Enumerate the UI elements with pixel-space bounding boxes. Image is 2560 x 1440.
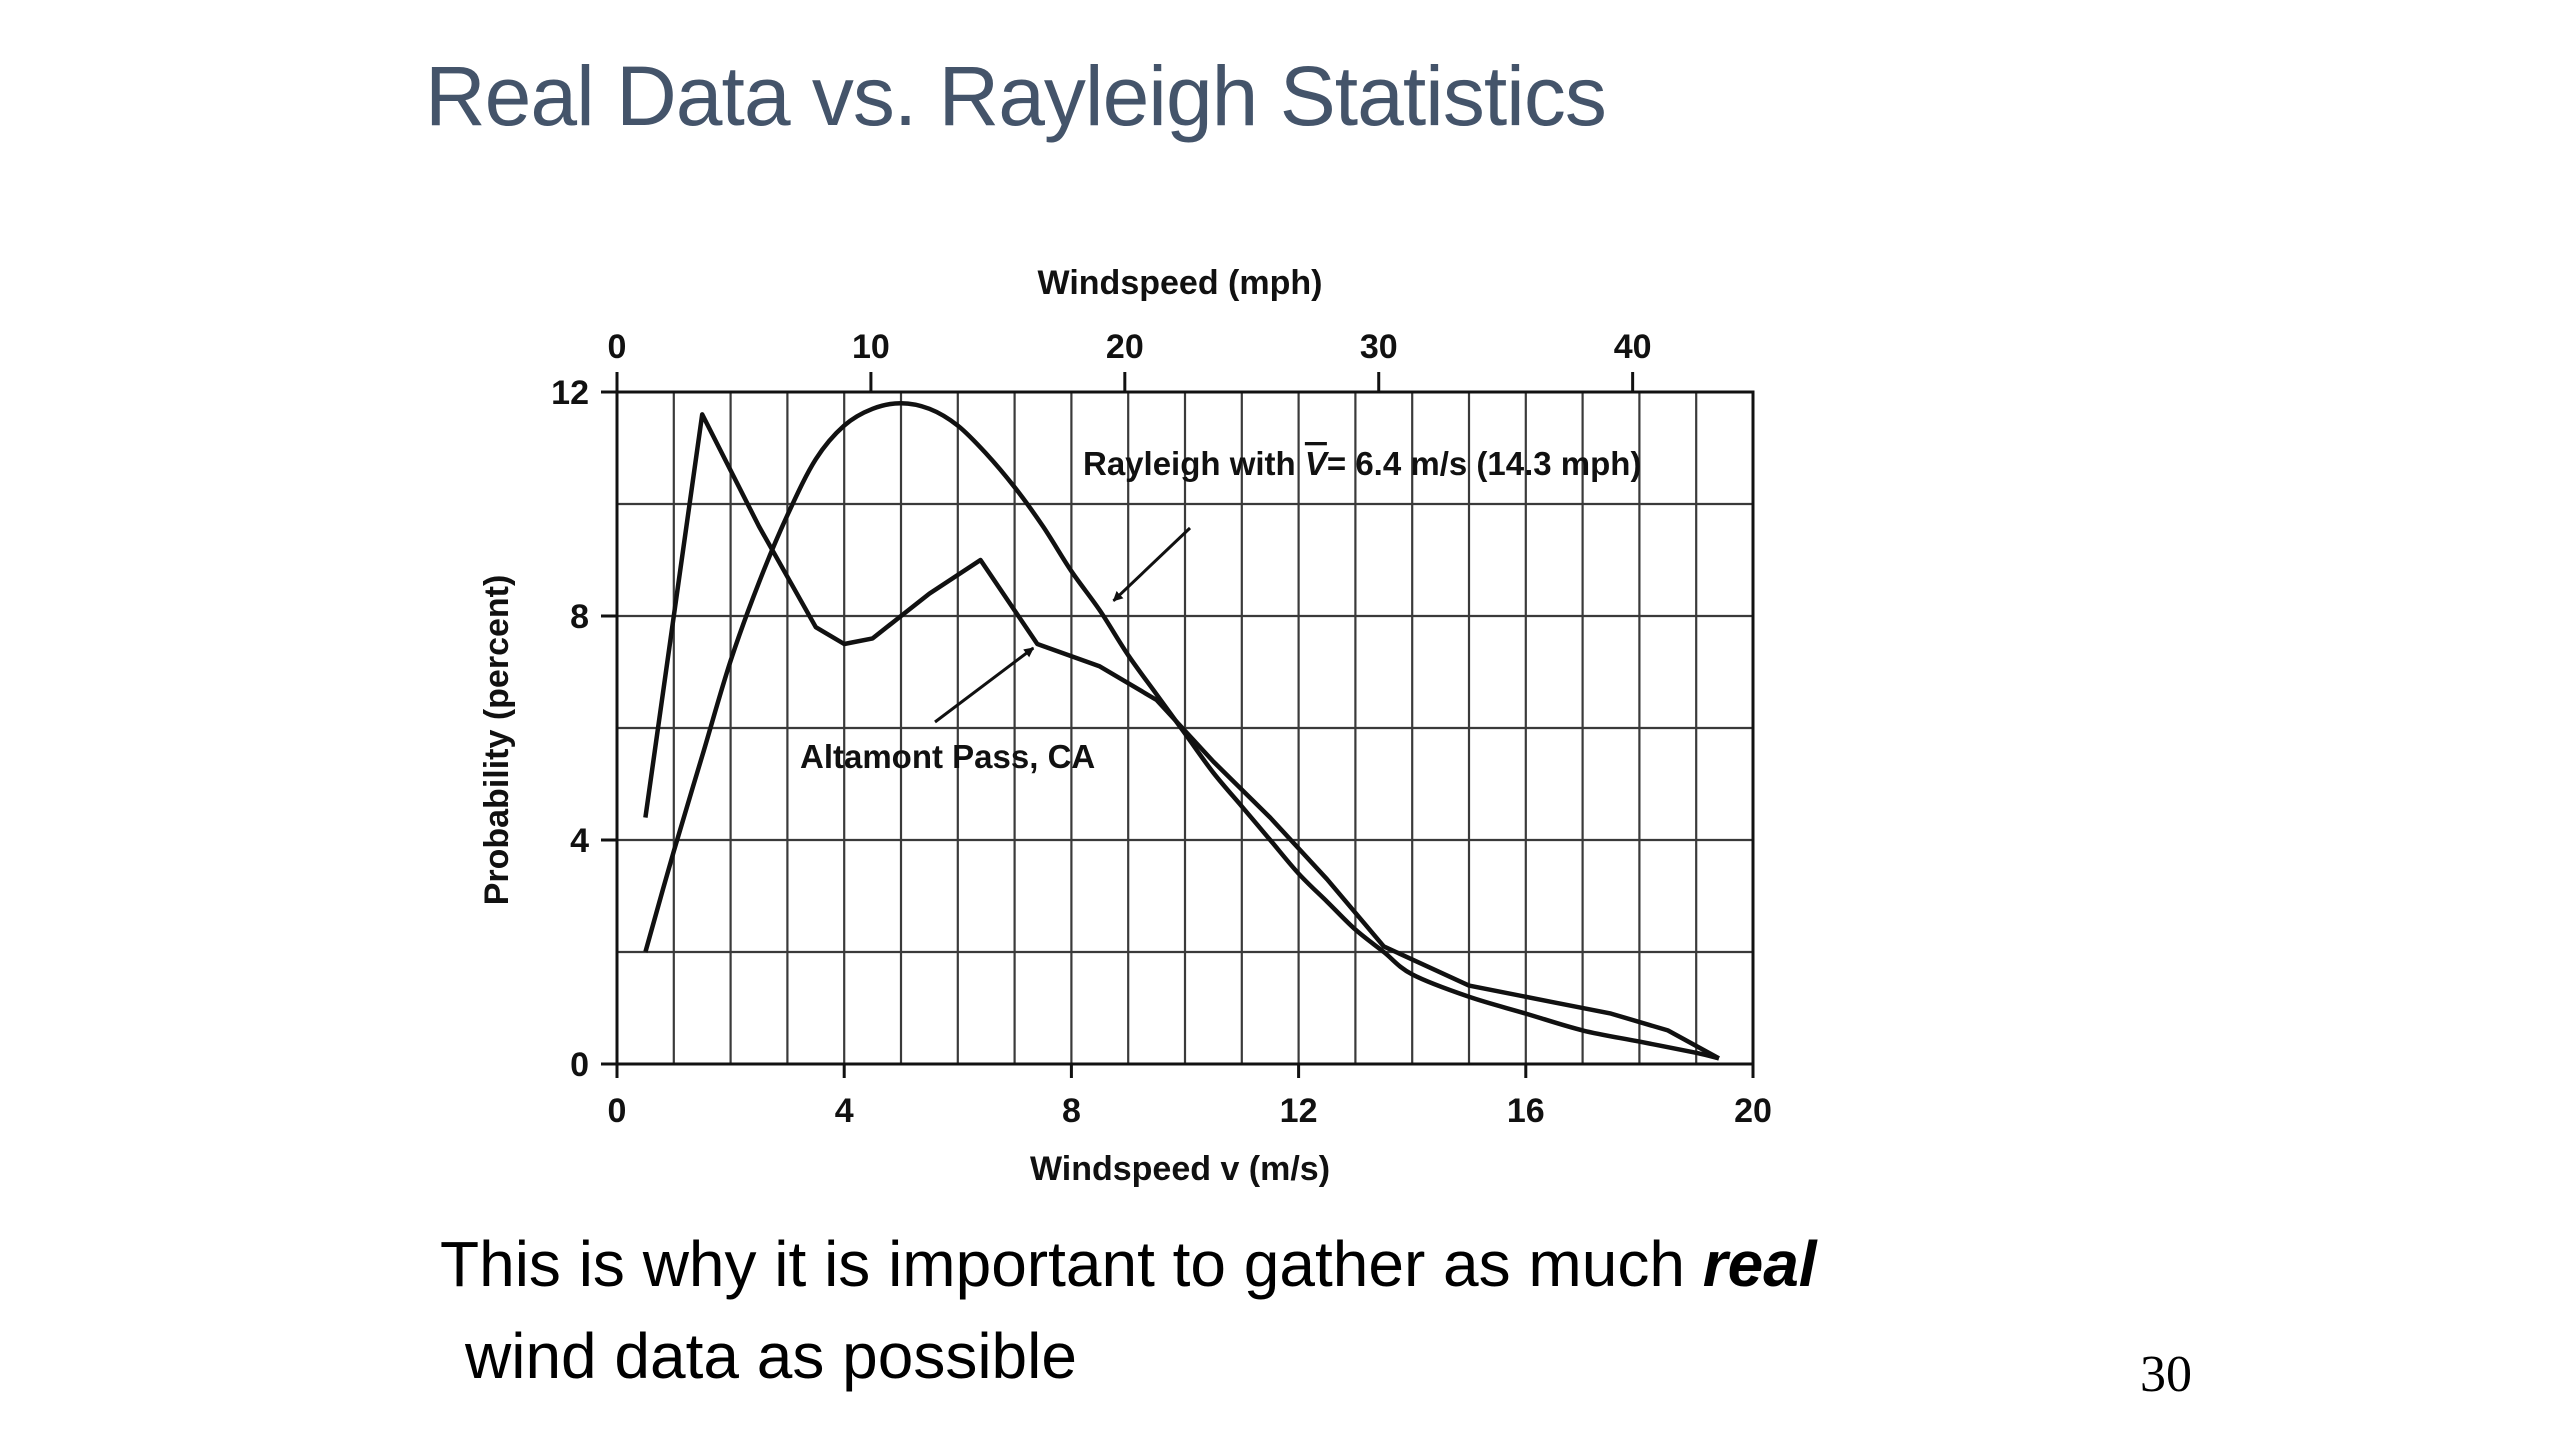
altamont-pass-curve (643, 412, 1720, 1061)
altamont-annotation-arrow (934, 646, 1035, 724)
rayleigh-annotation-label: Rayleigh with V= 6.4 m/s (14.3 mph) (1083, 445, 1641, 482)
caption-emphasis: real (1702, 1228, 1817, 1300)
chart-frame (615, 390, 1755, 1066)
top-tick-label: 30 (1360, 328, 1398, 366)
slide-title: Real Data vs. Rayleigh Statistics (425, 49, 1607, 143)
altamont-annotation-label: Altamont Pass, CA (800, 738, 1095, 775)
x-tick-label: 12 (1280, 1092, 1318, 1130)
x-tick-label: 20 (1734, 1092, 1772, 1130)
rayleigh-annotation-arrow (1112, 526, 1192, 602)
x-tick-label: 4 (835, 1092, 854, 1130)
top-tick-label: 20 (1106, 328, 1144, 366)
y-tick-label: 0 (570, 1046, 589, 1084)
rayleigh-annotation-prefix: Rayleigh with (1083, 445, 1305, 482)
caption-text-2: wind data as possible (465, 1320, 1077, 1392)
top-tick-label: 40 (1614, 328, 1652, 366)
rayleigh-vbar-symbol: V (1305, 445, 1330, 482)
y-tick-label: 12 (551, 374, 589, 412)
y-tick-label: 4 (570, 822, 589, 860)
x-tick-label: 0 (608, 1092, 627, 1130)
slide-number: 30 (2140, 1346, 2192, 1403)
y-axis-label: Probability (percent) (478, 575, 516, 906)
x-tick-label: 8 (1062, 1092, 1081, 1130)
top-tick-label: 0 (608, 328, 627, 366)
chart-ticks: 0 4 8 12 16 20 0 4 8 12 0 10 20 30 40 (551, 328, 1772, 1130)
rayleigh-curve (643, 400, 1720, 1061)
chart-series (643, 400, 1720, 1061)
y-tick-label: 8 (570, 598, 589, 636)
x-axis-label: Windspeed v (m/s) (1030, 1150, 1330, 1188)
top-axis-label: Windspeed (mph) (1038, 264, 1323, 302)
plot-frame (615, 390, 1755, 1066)
slide-caption: This is why it is important to gather as… (440, 1218, 1817, 1402)
x-tick-label: 16 (1507, 1092, 1545, 1130)
rayleigh-annotation-suffix: = 6.4 m/s (14.3 mph) (1327, 445, 1642, 482)
top-tick-label: 10 (852, 328, 890, 366)
chart-annotations (934, 526, 1192, 724)
caption-text-1: This is why it is important to gather as… (440, 1228, 1703, 1300)
